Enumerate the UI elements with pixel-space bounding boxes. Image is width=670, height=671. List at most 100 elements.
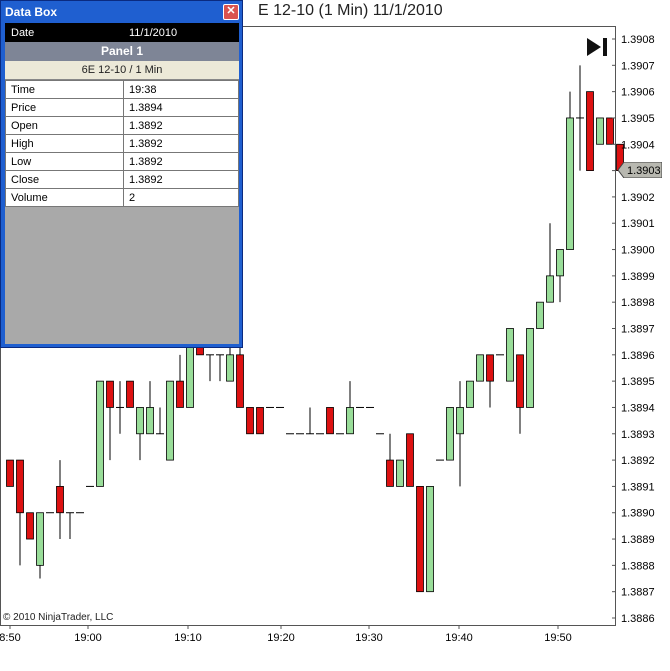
candle-body (26, 512, 34, 540)
candle-body (596, 117, 604, 145)
table-row: Open 1.3892 (5, 116, 239, 135)
x-tick-label: 19:00 (74, 632, 102, 644)
row-label: Low (5, 152, 124, 171)
candle-body (416, 486, 424, 593)
candle (256, 407, 264, 435)
y-tick-label: 1.3905 (621, 113, 655, 125)
candle (306, 407, 314, 435)
candle (566, 91, 574, 250)
candle (166, 380, 174, 461)
candle (586, 91, 594, 171)
candle-body (556, 249, 564, 277)
x-tick-label: 19:40 (445, 632, 473, 644)
candle (126, 380, 134, 408)
y-tick-label: 1.3892 (621, 455, 655, 467)
candle (576, 65, 584, 171)
candle-body (16, 459, 24, 514)
date-label: Date (11, 26, 35, 39)
candle (106, 380, 114, 461)
table-row: Close 1.3892 (5, 170, 239, 189)
table-row: High 1.3892 (5, 134, 239, 153)
x-tick-label: 8:50 (0, 632, 21, 644)
candle (506, 328, 514, 382)
candle-body (516, 354, 524, 408)
candle (96, 380, 104, 487)
candle (446, 407, 454, 461)
copyright-text: © 2010 NinjaTrader, LLC (3, 612, 114, 623)
row-value: 2 (123, 188, 239, 207)
candle-body (446, 407, 454, 461)
row-value: 19:38 (123, 80, 239, 99)
y-tick-label: 1.3889 (621, 534, 655, 546)
candle-body (6, 459, 14, 487)
candle-body (146, 407, 154, 435)
data-box-window[interactable]: Data Box ✕ Date 11/1/2010 Panel 1 6E 12-… (0, 0, 243, 348)
candle (326, 407, 334, 435)
candle (406, 433, 414, 487)
candle (16, 459, 24, 566)
candle (176, 354, 184, 408)
candle-body (546, 275, 554, 303)
candle (396, 459, 404, 487)
candle (466, 380, 474, 408)
row-label: Time (5, 80, 124, 99)
candle-body (466, 380, 474, 408)
data-box-titlebar[interactable]: Data Box ✕ (1, 1, 242, 23)
y-tick-label: 1.3901 (621, 218, 655, 230)
y-tick-label: 1.3891 (621, 481, 655, 493)
candle (346, 381, 354, 435)
data-box-body: Date 11/1/2010 Panel 1 6E 12-10 / 1 Min … (5, 23, 239, 344)
candle-body (136, 407, 144, 435)
x-tick-label: 19:30 (355, 632, 383, 644)
candle (116, 381, 124, 434)
y-tick-label: 1.3898 (621, 297, 655, 309)
candle-body (346, 407, 354, 435)
y-tick-label: 1.3908 (621, 34, 655, 46)
table-row: Volume 2 (5, 188, 239, 207)
candle (606, 117, 614, 145)
candle (246, 407, 254, 435)
last-price-label: 1.3903 (627, 165, 661, 177)
table-row: Time 19:38 (5, 80, 239, 99)
x-tick-label: 19:20 (267, 632, 295, 644)
close-icon[interactable]: ✕ (223, 4, 239, 20)
date-value: 11/1/2010 (129, 26, 178, 39)
y-tick-label: 1.3896 (621, 350, 655, 362)
y-tick-label: 1.3890 (621, 508, 655, 520)
candle (486, 354, 494, 408)
y-tick-label: 1.3893 (621, 429, 655, 441)
candle (416, 486, 424, 593)
candle (26, 512, 34, 540)
scroll-to-end-icon[interactable] (584, 35, 610, 59)
data-box-table: Time 19:38 Price 1.3894 Open 1.3892 High 1.3… (5, 80, 239, 207)
candle-body (166, 380, 174, 461)
row-value: 1.3894 (123, 98, 239, 117)
y-tick-label: 1.3894 (621, 402, 655, 414)
y-tick-label: 1.3902 (621, 192, 655, 204)
candle (596, 117, 604, 145)
y-tick-label: 1.3904 (621, 139, 655, 151)
candle-body (456, 407, 464, 435)
panel-header: Panel 1 (5, 42, 239, 61)
instrument-label: 6E 12-10 / 1 Min (5, 61, 239, 80)
row-value: 1.3892 (123, 170, 239, 189)
candle-body (236, 354, 244, 408)
y-tick-label: 1.3897 (621, 324, 655, 336)
candle (556, 249, 564, 303)
candle-body (176, 380, 184, 408)
date-row: Date 11/1/2010 (5, 23, 239, 42)
candle (476, 354, 484, 382)
row-label: Open (5, 116, 124, 135)
row-label: Volume (5, 188, 124, 207)
candle (456, 381, 464, 487)
candle-body (486, 354, 494, 382)
y-tick-label: 1.3886 (621, 613, 655, 625)
table-row: Low 1.3892 (5, 152, 239, 171)
y-tick-label: 1.3899 (621, 271, 655, 283)
candle-body (246, 407, 254, 435)
candle-body (56, 486, 64, 514)
candle-body (226, 354, 234, 382)
y-tick-label: 1.3895 (621, 376, 655, 388)
candle (136, 407, 144, 461)
candle-body (606, 117, 614, 145)
